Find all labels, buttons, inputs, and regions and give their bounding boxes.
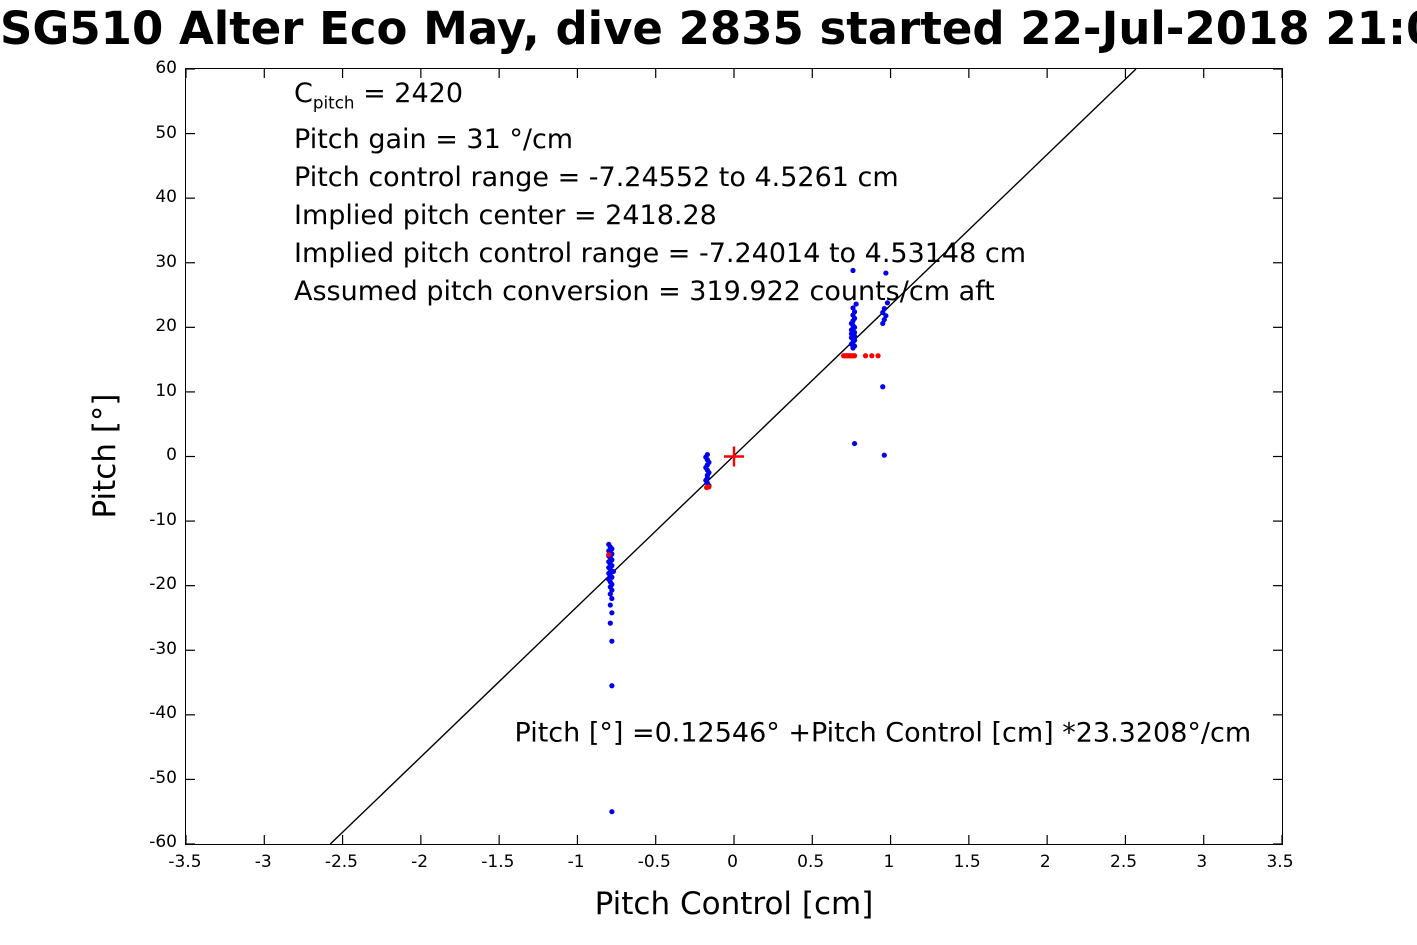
annotation-cpitch-sub: pitch: [312, 92, 355, 113]
data-point: [883, 270, 889, 276]
y-tick-label: -20: [149, 574, 177, 594]
data-point: [869, 353, 875, 359]
y-tick-label: -10: [149, 509, 177, 530]
y-tick-label: 20: [155, 316, 177, 336]
data-point: [606, 552, 612, 558]
data-point: [607, 602, 613, 608]
y-tick-label: 60: [155, 58, 177, 78]
y-tick-label: 50: [155, 122, 177, 143]
x-tick-label: 3: [1196, 852, 1208, 872]
x-tick-label: -3: [254, 852, 272, 872]
x-tick-label: -0.5: [637, 852, 671, 872]
annotation-assumed-pitch-conversion: Assumed pitch conversion = 319.922 count…: [294, 276, 995, 308]
y-tick-label: 0: [166, 445, 177, 465]
data-point: [706, 484, 712, 490]
x-tick-label: -2: [411, 852, 429, 872]
data-point: [875, 353, 881, 359]
annotation-cpitch: Cpitch = 2420: [294, 75, 1026, 121]
y-tick-label: 40: [155, 187, 177, 207]
y-tick-label: -50: [149, 767, 177, 788]
x-axis-label: Pitch Control [cm]: [594, 886, 874, 922]
y-tick-label: 30: [155, 251, 177, 272]
y-tick-label: -30: [149, 638, 177, 659]
x-tick-label: 1: [883, 852, 895, 872]
data-point: [881, 452, 887, 458]
data-point: [609, 683, 615, 689]
data-point: [883, 313, 889, 319]
x-tick-label: -2.5: [324, 852, 358, 872]
x-tick-label: 0.5: [797, 852, 825, 872]
data-point: [851, 353, 858, 359]
data-point: [607, 591, 613, 597]
data-point: [609, 610, 615, 616]
origin-plus-marker: [723, 446, 745, 467]
data-point: [610, 568, 617, 575]
x-tick-label: 2: [1039, 852, 1051, 872]
data-point: [884, 300, 891, 306]
x-tick-label: 3.5: [1266, 852, 1294, 872]
fit-equation-label: Pitch [°] =0.12546° +Pitch Control [cm] …: [514, 717, 1252, 749]
chart-title: SG510 Alter Eco May, dive 2835 started 2…: [0, 2, 1417, 55]
plot-canvas: [186, 69, 1282, 844]
data-point: [609, 809, 615, 815]
annotation-pitch-gain: Pitch gain = 31 °/cm: [294, 124, 574, 156]
x-tick-label: -1: [567, 852, 585, 872]
data-point: [862, 353, 869, 359]
annotation-cpitch-value: = 2420: [354, 78, 464, 109]
data-point: [880, 384, 886, 390]
annotation-pitch-control-range: Pitch control range = -7.24552 to 4.5261…: [294, 162, 899, 194]
annotation-implied-pitch-center: Implied pitch center = 2418.28: [294, 200, 717, 232]
plot-area: Cpitch = 2420 Pitch gain = 31 °/cm Pitch…: [185, 68, 1283, 845]
data-point: [609, 638, 615, 644]
annotation-implied-pitch-control-range: Implied pitch control range = -7.24014 t…: [294, 238, 1027, 270]
data-point: [851, 440, 858, 447]
data-point: [853, 301, 859, 307]
y-tick-label: 10: [155, 380, 177, 401]
data-point: [850, 267, 856, 274]
x-tick-label: 1.5: [953, 852, 981, 872]
data-point: [609, 595, 615, 602]
x-tick-label: -1.5: [481, 852, 515, 872]
x-tick-label: 0: [727, 852, 738, 872]
data-point: [881, 306, 887, 312]
annotation-block: Cpitch = 2420 Pitch gain = 31 °/cm Pitch…: [294, 75, 1026, 311]
y-tick-label: -60: [149, 832, 177, 852]
data-point: [850, 305, 856, 311]
x-tick-label: 2.5: [1110, 852, 1138, 872]
x-tick-label: -3.5: [168, 852, 202, 872]
data-point: [607, 620, 613, 626]
y-tick-label: -40: [149, 703, 177, 723]
annotation-cpitch-base: C: [294, 78, 313, 109]
